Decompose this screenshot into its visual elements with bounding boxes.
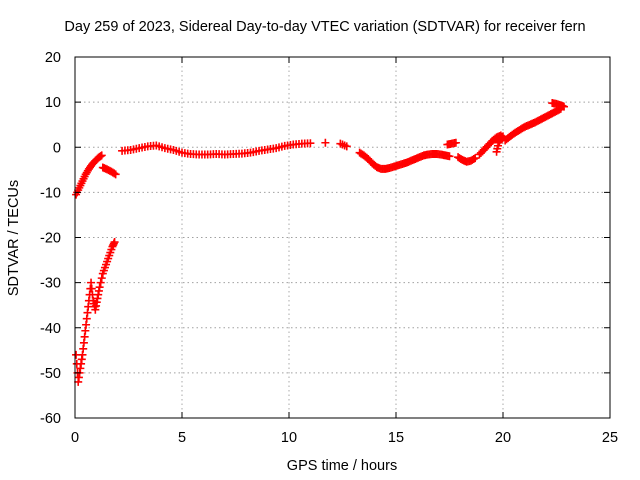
y-tick-label: -40 bbox=[40, 321, 61, 337]
x-tick-label: 20 bbox=[495, 430, 511, 446]
x-tick-label: 0 bbox=[71, 430, 79, 446]
grid bbox=[75, 57, 610, 418]
x-tick-label: 5 bbox=[178, 430, 186, 446]
y-tick-label: -50 bbox=[40, 366, 61, 382]
y-tick-label: -30 bbox=[40, 276, 61, 292]
x-axis-label: GPS time / hours bbox=[287, 458, 397, 474]
data-points bbox=[72, 99, 568, 386]
data-point bbox=[111, 170, 120, 179]
y-tick-label: 20 bbox=[45, 50, 61, 66]
x-tick-label: 15 bbox=[388, 430, 404, 446]
y-axis-label: SDTVAR / TECUs bbox=[6, 180, 22, 296]
x-tick-labels: 0 5 10 15 20 25 bbox=[71, 430, 618, 446]
data-point bbox=[96, 278, 105, 287]
data-point bbox=[451, 138, 460, 147]
data-point bbox=[342, 142, 351, 151]
y-tick-label: -10 bbox=[40, 185, 61, 201]
data-point bbox=[95, 283, 104, 292]
data-point bbox=[97, 151, 106, 160]
data-point bbox=[110, 169, 119, 178]
y-tick-label: 10 bbox=[45, 95, 61, 111]
data-point bbox=[306, 139, 315, 148]
y-tick-labels: -60 -50 -40 -30 -20 -10 0 10 20 bbox=[40, 50, 61, 427]
data-point bbox=[469, 154, 478, 163]
data-point bbox=[471, 154, 480, 163]
data-point bbox=[559, 102, 568, 111]
chart-title: Day 259 of 2023, Sidereal Day-to-day VTE… bbox=[64, 19, 585, 35]
data-point bbox=[110, 238, 119, 247]
data-point bbox=[97, 274, 106, 283]
y-tick-label: -60 bbox=[40, 411, 61, 427]
x-tick-label: 25 bbox=[602, 430, 618, 446]
axis-ticks bbox=[74, 56, 611, 419]
x-tick-label: 10 bbox=[281, 430, 297, 446]
data-point bbox=[445, 152, 454, 161]
y-tick-label: -20 bbox=[40, 231, 61, 247]
data-point bbox=[321, 138, 330, 147]
y-tick-label: 0 bbox=[53, 140, 61, 156]
